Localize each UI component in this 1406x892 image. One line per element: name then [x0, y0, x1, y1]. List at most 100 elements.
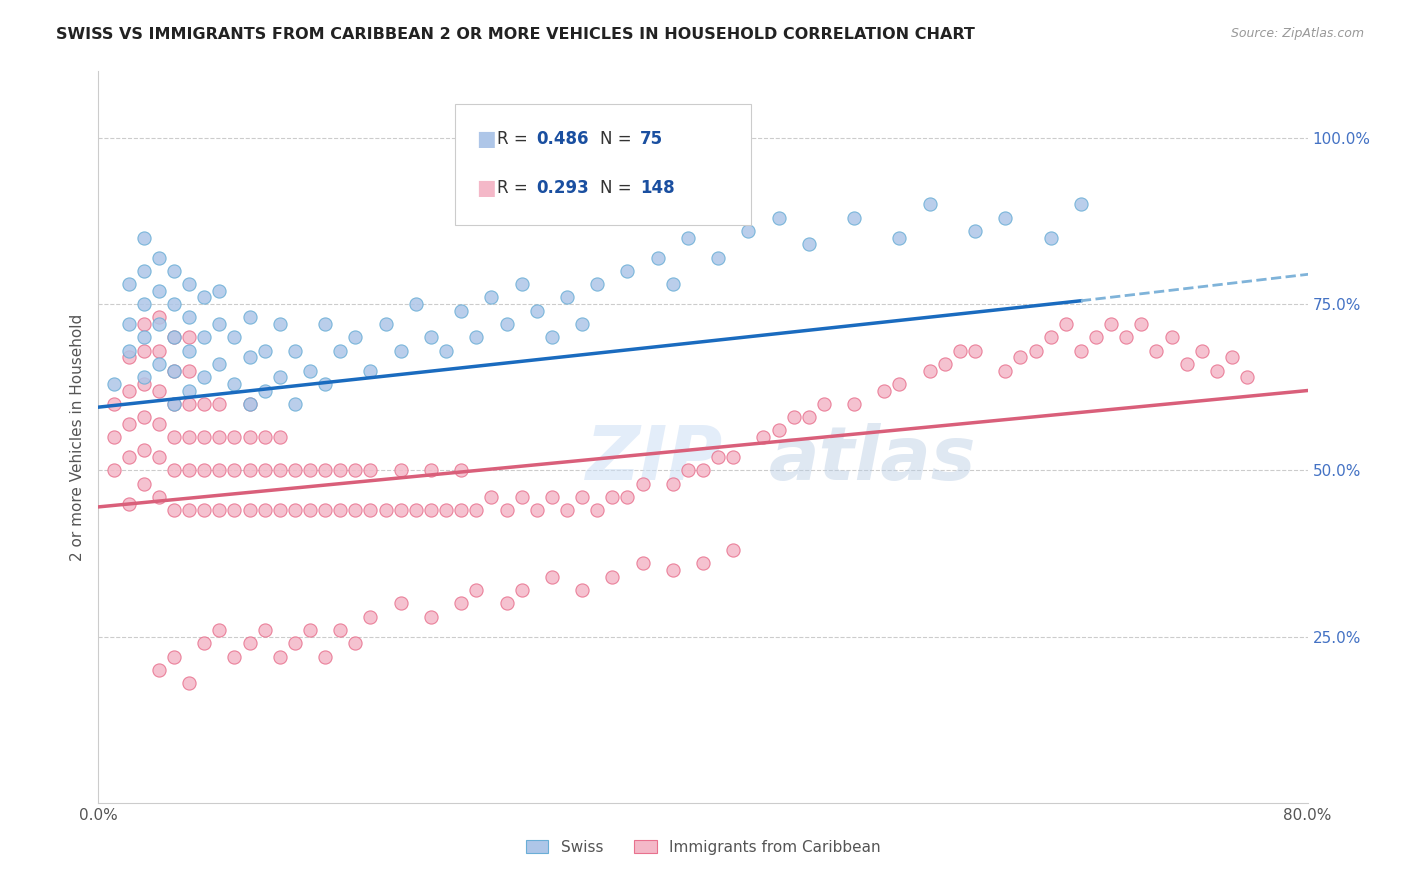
- Point: [676, 230, 699, 244]
- Point: [1054, 317, 1077, 331]
- Point: [374, 503, 396, 517]
- Point: [389, 596, 412, 610]
- Point: [797, 237, 820, 252]
- Point: [103, 397, 125, 411]
- Point: [450, 596, 472, 610]
- Point: [239, 636, 262, 650]
- Point: [118, 351, 141, 365]
- Point: [723, 543, 745, 558]
- Point: [329, 503, 352, 517]
- Point: [148, 417, 170, 431]
- Point: [148, 343, 170, 358]
- Point: [239, 430, 262, 444]
- Point: [526, 503, 548, 517]
- Point: [344, 503, 367, 517]
- Point: [132, 264, 155, 278]
- Point: [193, 430, 215, 444]
- Point: [768, 211, 790, 225]
- Point: [450, 303, 472, 318]
- Point: [889, 230, 911, 244]
- Point: [253, 343, 276, 358]
- Point: [526, 303, 548, 318]
- Point: [132, 330, 155, 344]
- Point: [797, 410, 820, 425]
- Point: [752, 430, 775, 444]
- Point: [1039, 230, 1062, 244]
- Point: [269, 370, 291, 384]
- Point: [163, 649, 186, 664]
- Point: [163, 463, 186, 477]
- Point: [481, 290, 503, 304]
- Point: [284, 636, 307, 650]
- Point: [193, 397, 215, 411]
- Point: [299, 363, 322, 377]
- Point: [889, 376, 911, 391]
- Text: R =: R =: [498, 179, 533, 197]
- Point: [148, 310, 170, 325]
- Point: [132, 443, 155, 458]
- Point: [132, 476, 155, 491]
- Point: [269, 503, 291, 517]
- Point: [224, 503, 246, 517]
- Point: [934, 357, 956, 371]
- Point: [540, 570, 562, 584]
- Point: [555, 290, 578, 304]
- Point: [208, 284, 231, 298]
- Point: [224, 649, 246, 664]
- Point: [269, 430, 291, 444]
- Point: [163, 264, 186, 278]
- Point: [1144, 343, 1167, 358]
- Text: 0.486: 0.486: [536, 129, 589, 148]
- Point: [965, 343, 987, 358]
- Point: [314, 503, 336, 517]
- Point: [949, 343, 972, 358]
- Point: [661, 277, 683, 292]
- Point: [994, 211, 1017, 225]
- Point: [405, 503, 427, 517]
- Point: [844, 211, 866, 225]
- Point: [132, 230, 155, 244]
- Point: [661, 563, 683, 577]
- Point: [284, 503, 307, 517]
- Point: [103, 430, 125, 444]
- Point: [450, 503, 472, 517]
- Point: [465, 330, 488, 344]
- Point: [179, 384, 201, 398]
- Point: [631, 476, 654, 491]
- Point: [118, 343, 141, 358]
- Point: [768, 424, 790, 438]
- Point: [314, 376, 336, 391]
- Point: [602, 570, 624, 584]
- Text: ■: ■: [475, 178, 495, 198]
- Point: [179, 463, 201, 477]
- Point: [631, 557, 654, 571]
- Point: [616, 490, 638, 504]
- Point: [132, 410, 155, 425]
- Point: [118, 417, 141, 431]
- Text: N =: N =: [600, 179, 637, 197]
- Point: [692, 463, 714, 477]
- Text: ZIP: ZIP: [586, 423, 723, 496]
- Point: [571, 317, 593, 331]
- Point: [193, 370, 215, 384]
- Point: [510, 490, 533, 504]
- Y-axis label: 2 or more Vehicles in Household: 2 or more Vehicles in Household: [69, 313, 84, 561]
- Point: [148, 284, 170, 298]
- Point: [1206, 363, 1229, 377]
- Point: [239, 397, 262, 411]
- Point: [118, 317, 141, 331]
- Point: [148, 450, 170, 464]
- Point: [540, 490, 562, 504]
- Text: atlas: atlas: [769, 423, 976, 496]
- Point: [329, 463, 352, 477]
- Point: [1085, 330, 1108, 344]
- Point: [965, 224, 987, 238]
- Point: [1070, 343, 1092, 358]
- Text: SWISS VS IMMIGRANTS FROM CARIBBEAN 2 OR MORE VEHICLES IN HOUSEHOLD CORRELATION C: SWISS VS IMMIGRANTS FROM CARIBBEAN 2 OR …: [56, 27, 976, 42]
- Point: [1130, 317, 1153, 331]
- Point: [707, 251, 730, 265]
- Point: [193, 330, 215, 344]
- Point: [118, 450, 141, 464]
- Point: [239, 463, 262, 477]
- Point: [179, 676, 201, 690]
